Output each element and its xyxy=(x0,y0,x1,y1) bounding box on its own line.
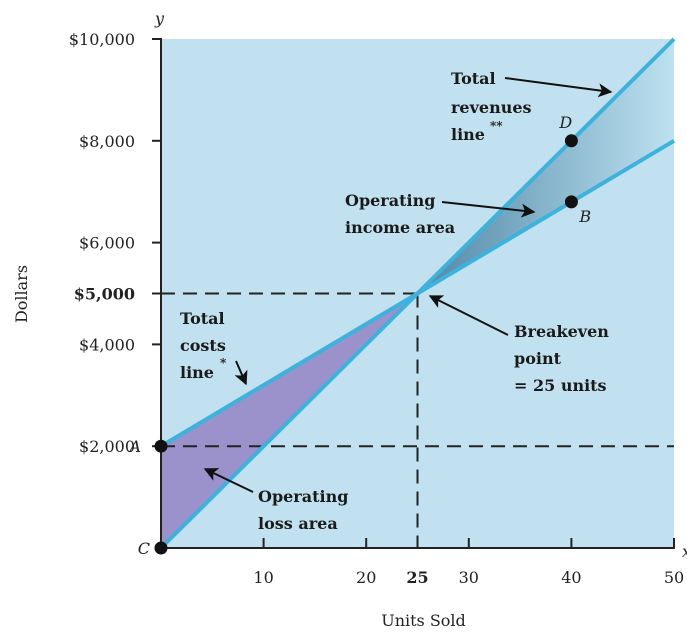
x-tick-label: 20 xyxy=(356,568,376,587)
x-axis-title: Units Sold xyxy=(381,611,466,630)
breakeven-annotation: Breakeven point = 25 units xyxy=(514,322,609,395)
x-tick-label: 25 xyxy=(406,568,428,587)
point-a-label: A xyxy=(127,437,141,456)
y-axis-symbol: y xyxy=(154,9,165,28)
point-c-marker xyxy=(154,541,168,555)
point-b-label: B xyxy=(578,207,591,226)
breakeven-label-2: point xyxy=(514,349,562,368)
y-tick-label: $10,000 xyxy=(69,30,135,49)
total-costs-arrow xyxy=(234,360,248,386)
y-tick-label: $6,000 xyxy=(79,234,135,253)
total-revenues-mark: ** xyxy=(490,119,503,133)
point-d-label: D xyxy=(558,113,572,132)
point-c-label: C xyxy=(138,539,150,558)
total-costs-label-1: Total xyxy=(180,309,225,328)
point-a-marker xyxy=(154,439,168,453)
x-axis-symbol: x xyxy=(682,542,687,561)
breakeven-arrow xyxy=(428,295,509,336)
x-tick-label: 40 xyxy=(561,568,581,587)
operating-income-arrow xyxy=(441,201,536,218)
total-costs-mark: * xyxy=(220,356,227,370)
total-costs-annotation: Total costs line * xyxy=(180,309,227,382)
x-tick-label: 30 xyxy=(459,568,479,587)
y-tick-label: $5,000 xyxy=(74,285,135,304)
total-costs-label-2: costs xyxy=(180,336,226,355)
total-revenues-arrow xyxy=(504,77,613,98)
y-axis-title: Dollars xyxy=(12,265,31,323)
breakeven-label-1: Breakeven xyxy=(514,322,609,341)
x-axis-ticks: 10 20 25 30 40 50 xyxy=(253,538,684,587)
operating-income-label-1: Operating xyxy=(345,191,435,210)
breakeven-label-3: = 25 units xyxy=(514,376,607,395)
operating-loss-label-1: Operating xyxy=(258,487,348,506)
x-tick-label: 50 xyxy=(664,568,684,587)
total-costs-line xyxy=(159,139,676,448)
total-revenues-label-3: line xyxy=(451,125,485,144)
labeled-points: A C D B xyxy=(127,113,591,558)
y-tick-label: $8,000 xyxy=(79,132,135,151)
y-tick-label: $4,000 xyxy=(79,335,135,354)
point-d-marker xyxy=(564,134,578,148)
total-revenues-annotation: Total revenues line ** xyxy=(451,69,532,144)
total-costs-label-3: line xyxy=(180,363,214,382)
operating-loss-arrow xyxy=(203,468,254,493)
operating-income-label-2: income area xyxy=(345,218,455,237)
y-tick-label: $2,000 xyxy=(79,437,135,456)
total-revenues-label-1: Total xyxy=(451,69,496,88)
operating-income-annotation: Operating income area xyxy=(345,191,455,237)
operating-loss-label-2: loss area xyxy=(258,514,338,533)
y-axis-ticks: $2,000 $4,000 $5,000 $6,000 $8,000 $10,000 xyxy=(69,30,162,456)
x-tick-label: 10 xyxy=(253,568,273,587)
total-revenues-label-2: revenues xyxy=(451,98,532,117)
point-b-marker xyxy=(564,195,578,209)
operating-loss-annotation: Operating loss area xyxy=(258,487,348,533)
